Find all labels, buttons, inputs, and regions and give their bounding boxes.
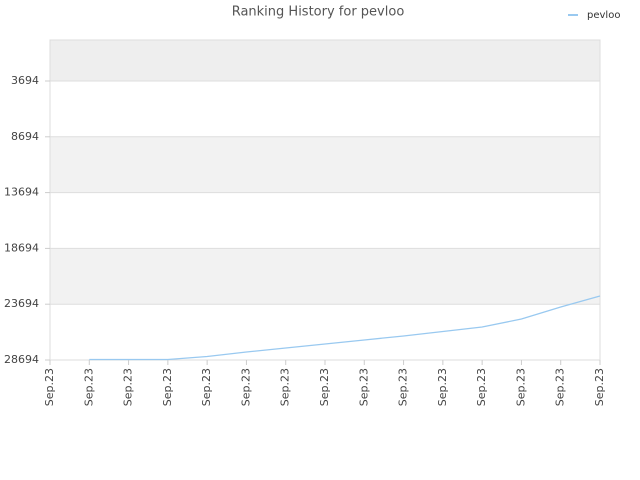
plot-band bbox=[50, 136, 600, 193]
series-line bbox=[89, 295, 601, 361]
y-tick-label: 28694 bbox=[4, 353, 39, 366]
x-tick-label: Sep.23 bbox=[200, 368, 213, 406]
y-tick-label: 23694 bbox=[4, 297, 39, 310]
x-tick-label: Sep.23 bbox=[239, 368, 252, 406]
x-tick-label: Sep.23 bbox=[436, 368, 449, 406]
plot-band bbox=[50, 192, 600, 249]
y-tick-label: 18694 bbox=[4, 241, 39, 254]
x-tick-label: Sep.23 bbox=[122, 368, 135, 406]
plot-band bbox=[50, 304, 600, 360]
x-tick-label: Sep.23 bbox=[554, 368, 567, 406]
x-tick-label: Sep.23 bbox=[82, 368, 95, 406]
x-tick-label: Sep.23 bbox=[318, 368, 331, 406]
chart-title: Ranking History for pevloo bbox=[232, 5, 405, 20]
plot-band bbox=[50, 248, 600, 305]
x-tick-label: Sep.23 bbox=[357, 368, 370, 406]
x-tick-label: Sep.23 bbox=[279, 368, 292, 406]
x-tick-label: Sep.23 bbox=[593, 368, 606, 406]
plot-band bbox=[50, 40, 600, 82]
x-tick-label: Sep.23 bbox=[397, 368, 410, 406]
x-tick-label: Sep.23 bbox=[514, 368, 527, 406]
x-tick-label: Sep.23 bbox=[475, 368, 488, 406]
y-tick-label: 3694 bbox=[11, 74, 39, 87]
plot-band bbox=[50, 81, 600, 137]
legend-label: pevloo bbox=[587, 10, 620, 21]
x-tick-label: Sep.23 bbox=[161, 368, 174, 406]
x-tick-label: Sep.23 bbox=[43, 368, 56, 406]
y-tick-label: 13694 bbox=[4, 186, 39, 199]
y-tick-label: 8694 bbox=[11, 130, 39, 143]
